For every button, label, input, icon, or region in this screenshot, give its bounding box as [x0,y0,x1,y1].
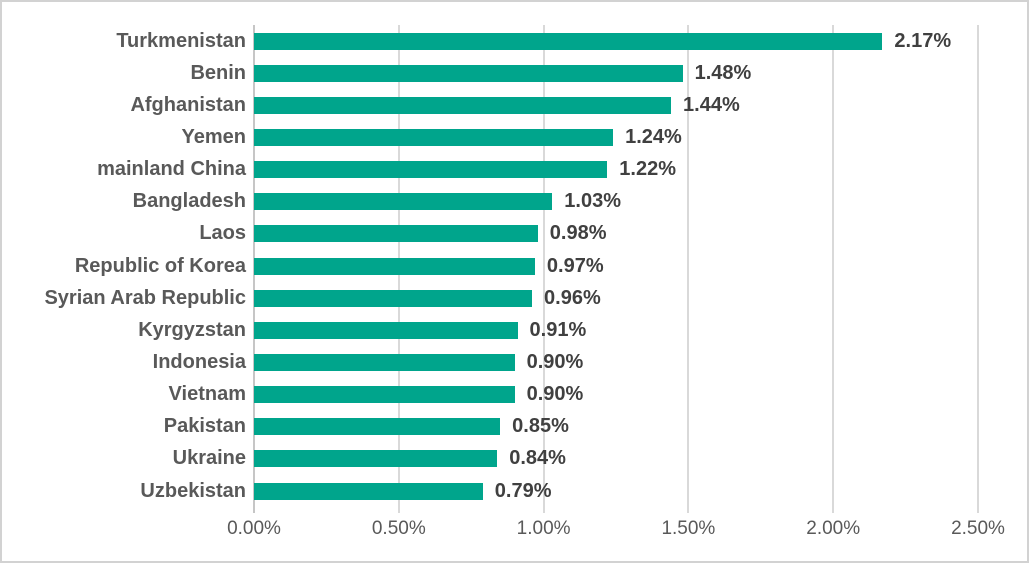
bar-row: 2.17% [254,25,978,57]
category-label: Ukraine [172,447,246,470]
bar [254,128,614,146]
value-label: 1.24% [625,125,682,148]
category-label: Uzbekistan [140,479,246,502]
gridline [977,25,979,513]
bar-row: 0.91% [254,314,978,346]
category-label: Laos [199,222,246,245]
value-label: 1.03% [564,190,621,213]
gridline [687,25,690,513]
bar [254,386,515,404]
value-label: 0.90% [526,350,584,373]
bar [254,96,672,114]
category-label: Yemen [181,125,246,148]
category-label: Pakistan [163,415,246,438]
bar-row: 0.79% [254,475,978,507]
category-label: Bangladesh [132,190,246,213]
bar [254,289,533,307]
bar [254,321,518,339]
bar [254,64,683,82]
value-label: 2.17% [894,29,952,52]
value-label: 0.85% [512,415,569,438]
gridline [832,25,835,513]
bar [254,418,501,436]
bar [254,482,483,500]
plot-area: 2.17% 1.48% 1.44% 1.24% 1.22% 1.03% 0.98% 0.97%… [253,25,979,513]
bar [254,161,608,179]
category-label: Syrian Arab Republic [44,286,246,309]
bar-row: 1.48% [254,57,978,89]
bar [254,32,883,50]
x-tick-label: 0.00% [227,518,281,539]
bar-row: 0.96% [254,282,978,314]
value-label: 0.90% [526,383,584,406]
category-label: Turkmenistan [116,29,246,52]
bar-row: 1.03% [254,186,978,218]
bar-row: 0.85% [254,411,978,443]
category-label: mainland China [97,158,246,181]
bar-row: 0.84% [254,443,978,475]
x-tick-label: 2.00% [806,518,861,539]
value-label: 1.44% [683,93,740,116]
bar [254,225,538,243]
value-label: 0.97% [546,254,604,277]
bar-row: 0.97% [254,250,978,282]
x-tick-label: 1.00% [516,518,571,539]
x-tick-label: 0.50% [371,518,426,539]
value-label: 1.22% [619,158,677,181]
x-tick-label: 1.50% [661,518,716,539]
bar [254,193,553,211]
bar-row: 1.24% [254,121,978,153]
category-axis: Turkmenistan Benin Afghanistan Yemen mainlan… [2,25,246,507]
bar-row: 0.98% [254,218,978,250]
category-label: Afghanistan [130,93,246,116]
value-label: 0.84% [509,447,566,470]
bar-row: 0.90% [254,379,978,411]
value-label: 0.79% [494,479,552,502]
gridline [542,25,545,513]
category-label: Republic of Korea [74,254,246,277]
bar [254,450,498,468]
bar [254,257,535,275]
value-label: 1.48% [694,61,752,84]
category-label: Indonesia [152,350,246,373]
bar-row: 1.22% [254,154,978,186]
value-label: 0.98% [549,222,607,245]
x-tick-label: 2.50% [951,518,1005,539]
bar [254,353,515,371]
value-label: 0.96% [544,286,601,309]
bar-row: 1.44% [254,89,978,121]
bars: 2.17% 1.48% 1.44% 1.24% 1.22% 1.03% 0.98% 0.97%… [254,25,978,507]
bar-row: 0.90% [254,346,978,378]
x-axis: 0.00% 0.50% 1.00% 1.50% 2.00% 2.50% [227,518,1005,548]
value-label: 0.91% [529,318,587,341]
category-label: Benin [190,61,246,84]
category-label: Kyrgyzstan [138,318,246,341]
category-label: Vietnam [168,383,246,406]
